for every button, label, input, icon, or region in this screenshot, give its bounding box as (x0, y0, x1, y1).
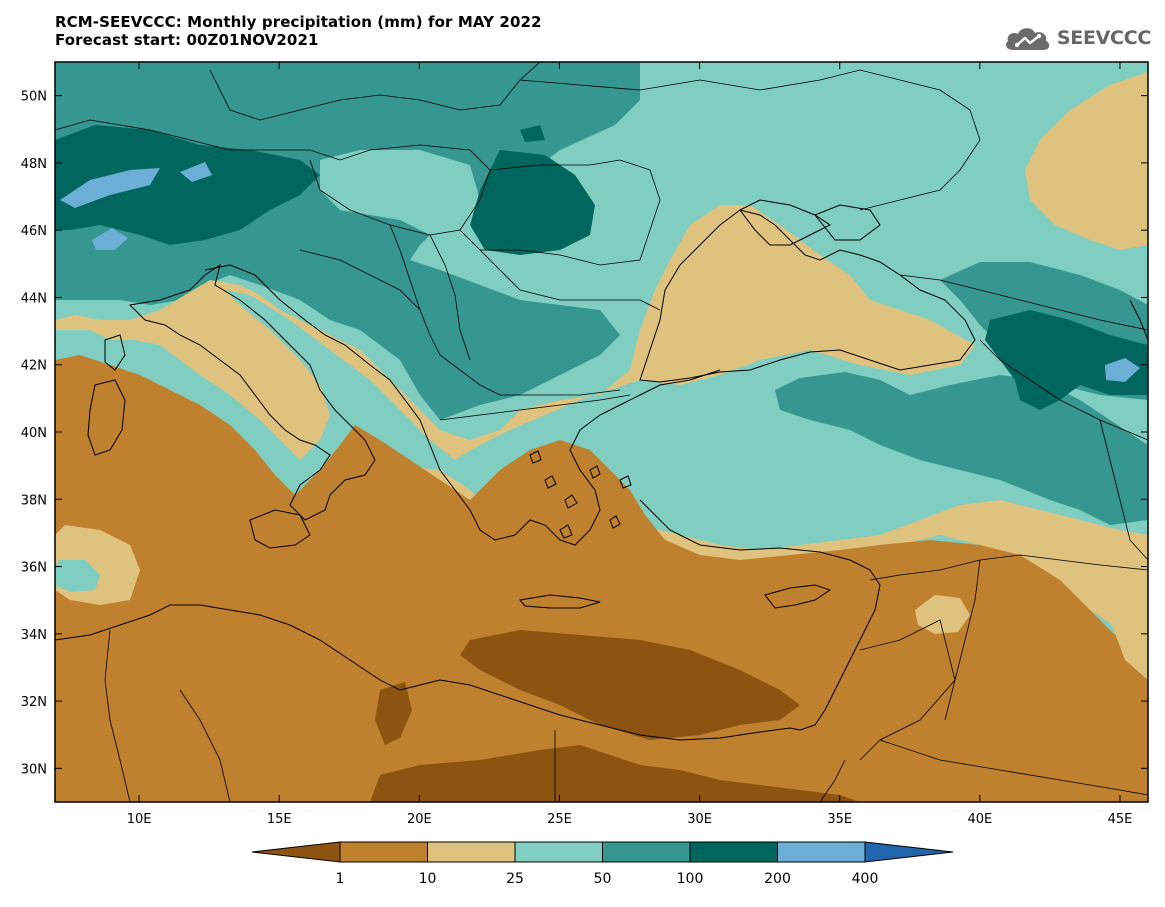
y-tick-label: 38N (21, 493, 47, 508)
coastline-north-africa (55, 604, 801, 741)
country-borders (55, 62, 1148, 802)
field-200-400-alps-west (60, 168, 160, 208)
field-25-50-sea-island (55, 560, 100, 592)
border-alps (55, 119, 471, 161)
border-serbia (389, 224, 471, 361)
border-caucasus (899, 274, 1148, 331)
x-tick-label: 35E (827, 812, 852, 827)
y-tick-label: 36N (21, 561, 47, 576)
legend-swatch (339, 841, 428, 863)
coastline-crete (519, 594, 601, 609)
field-100-200-alps (55, 125, 320, 245)
y-tick-label: 46N (21, 224, 47, 239)
border-algeria-libya (179, 689, 231, 802)
field-200-400-caucasus (1105, 358, 1140, 382)
coastline-anatolia-south (639, 499, 881, 586)
x-tick-label: 30E (687, 812, 712, 827)
border-iran (1099, 419, 1148, 561)
legend-label: 200 (764, 871, 791, 887)
legend-swatch (689, 841, 778, 863)
field-lt1-libya-egypt (460, 630, 800, 740)
y-tick-label: 42N (21, 359, 47, 374)
coastline-sardinia (87, 379, 126, 456)
field-100-200-caucasus (985, 310, 1148, 410)
map-field (55, 62, 1148, 802)
x-tick-label: 15E (267, 812, 292, 827)
legend-label: 25 (506, 871, 524, 887)
coastline-levant (799, 584, 881, 731)
y-tick-label: 40N (21, 426, 47, 441)
field-lt1-sahara (370, 745, 860, 802)
y-tick-label: 44N (21, 291, 47, 306)
field-10-25-syria (915, 595, 970, 634)
legend-colorbar: 1 10 25 50 100 200 400 (251, 841, 954, 887)
field-10-25-northeast (1025, 72, 1148, 250)
coastline-corsica (104, 334, 126, 371)
coastline-azov (814, 204, 881, 241)
legend-swatch (427, 841, 516, 863)
border-central-europe (209, 62, 541, 121)
border-bulgaria (479, 249, 661, 311)
border-iraq (944, 559, 981, 721)
border-egypt-sudan (819, 759, 846, 802)
axis-ticks: 10E 15E 20E 25E 30E 35E 40E 45E 50N 48N 46N 44N 42N 4… (21, 62, 1148, 827)
border-greece (439, 394, 631, 421)
x-tick-label: 25E (547, 812, 572, 827)
title-line-1: RCM-SEEVCCC: Monthly precipitation (mm) … (55, 13, 542, 31)
seevccc-logo: SEEVCCC (1003, 22, 1151, 54)
border-turkey-east (979, 339, 1148, 441)
legend-label: 50 (594, 871, 612, 887)
y-tick-label: 32N (21, 695, 47, 710)
y-tick-label: 30N (21, 762, 47, 777)
legend-label: 1 (336, 871, 345, 887)
field-100-200-carpathians (470, 150, 595, 255)
legend-swatch-gt400 (864, 841, 954, 863)
field-10-25-levant (1110, 620, 1148, 680)
border-syria-iraq (869, 554, 1148, 581)
logo-text: SEEVCCC (1056, 27, 1151, 49)
legend-swatch-lt1 (251, 841, 341, 863)
coastline-sicily (249, 509, 311, 549)
y-tick-label: 48N (21, 157, 47, 172)
border-tunisia-algeria (104, 629, 131, 802)
legend-label: 10 (419, 871, 437, 887)
legend-swatch (777, 841, 866, 863)
x-tick-label: 40E (967, 812, 992, 827)
field-200-400-alps-east (180, 162, 212, 182)
legend-label: 100 (677, 871, 704, 887)
legend-swatch (514, 841, 603, 863)
legend-swatch (602, 841, 691, 863)
y-tick-label: 34N (21, 628, 47, 643)
coastline-aegean-islands (529, 450, 632, 539)
field-100-200-north (520, 125, 545, 142)
border-saudi (879, 739, 1148, 796)
field-25-50-pannonian (320, 150, 480, 235)
y-tick-label: 50N (21, 90, 47, 105)
x-tick-label: 20E (407, 812, 432, 827)
x-tick-label: 45E (1108, 812, 1133, 827)
field-50-100-anatolia (775, 372, 1148, 525)
coastline-caspian (1129, 299, 1148, 341)
cloud-icon (1005, 28, 1050, 50)
legend-label: 400 (852, 871, 879, 887)
field-lt1-libya-coast (375, 682, 412, 745)
map-title: RCM-SEEVCCC: Monthly precipitation (mm) … (55, 13, 542, 49)
border-balkans (299, 249, 621, 396)
border-romania (459, 159, 661, 266)
coastline-cyprus (764, 584, 832, 609)
title-line-2: Forecast start: 00Z01NOV2021 (55, 31, 319, 49)
coastline-italy (128, 263, 376, 521)
coastline-crimea (739, 199, 831, 246)
coastline-adriatic (204, 264, 721, 546)
field-1-10-south (55, 355, 1148, 802)
x-tick-label: 10E (127, 812, 152, 827)
field-10-25-mediterranean (55, 205, 975, 460)
field-200-400-alps-south (92, 228, 128, 250)
border-ukraine (519, 69, 981, 211)
